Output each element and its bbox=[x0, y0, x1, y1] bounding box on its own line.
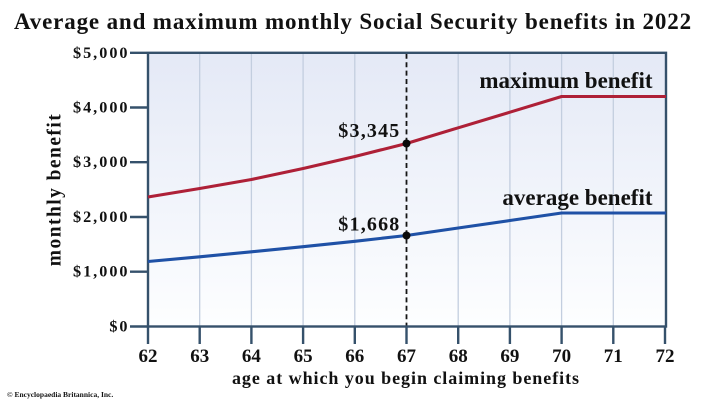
svg-text:age at which you begin claimin: age at which you begin claiming benefits bbox=[232, 368, 580, 388]
svg-text:63: 63 bbox=[190, 346, 209, 367]
svg-text:70: 70 bbox=[552, 346, 571, 367]
svg-text:$2,000: $2,000 bbox=[73, 208, 130, 226]
svg-text:© Encyclopaedia Britannica, In: © Encyclopaedia Britannica, Inc. bbox=[7, 390, 113, 399]
svg-text:$4,000: $4,000 bbox=[73, 99, 130, 117]
svg-text:$5,000: $5,000 bbox=[73, 44, 130, 62]
svg-text:average benefit: average benefit bbox=[502, 185, 652, 210]
svg-text:68: 68 bbox=[449, 346, 468, 367]
svg-text:$1,668: $1,668 bbox=[338, 214, 400, 236]
svg-text:64: 64 bbox=[242, 346, 262, 367]
svg-text:$1,000: $1,000 bbox=[73, 263, 130, 281]
svg-text:69: 69 bbox=[500, 346, 519, 367]
svg-text:$0: $0 bbox=[109, 318, 129, 336]
svg-text:$3,000: $3,000 bbox=[73, 153, 130, 171]
svg-text:72: 72 bbox=[656, 346, 675, 367]
svg-text:71: 71 bbox=[604, 346, 623, 367]
svg-text:maximum benefit: maximum benefit bbox=[479, 68, 652, 93]
svg-text:67: 67 bbox=[397, 346, 417, 367]
svg-text:65: 65 bbox=[294, 346, 313, 367]
svg-text:Average and maximum monthly So: Average and maximum monthly Social Secur… bbox=[14, 9, 692, 34]
svg-text:62: 62 bbox=[139, 346, 158, 367]
svg-text:monthly benefit: monthly benefit bbox=[45, 113, 66, 266]
svg-text:66: 66 bbox=[345, 346, 364, 367]
svg-text:$3,345: $3,345 bbox=[338, 120, 400, 142]
